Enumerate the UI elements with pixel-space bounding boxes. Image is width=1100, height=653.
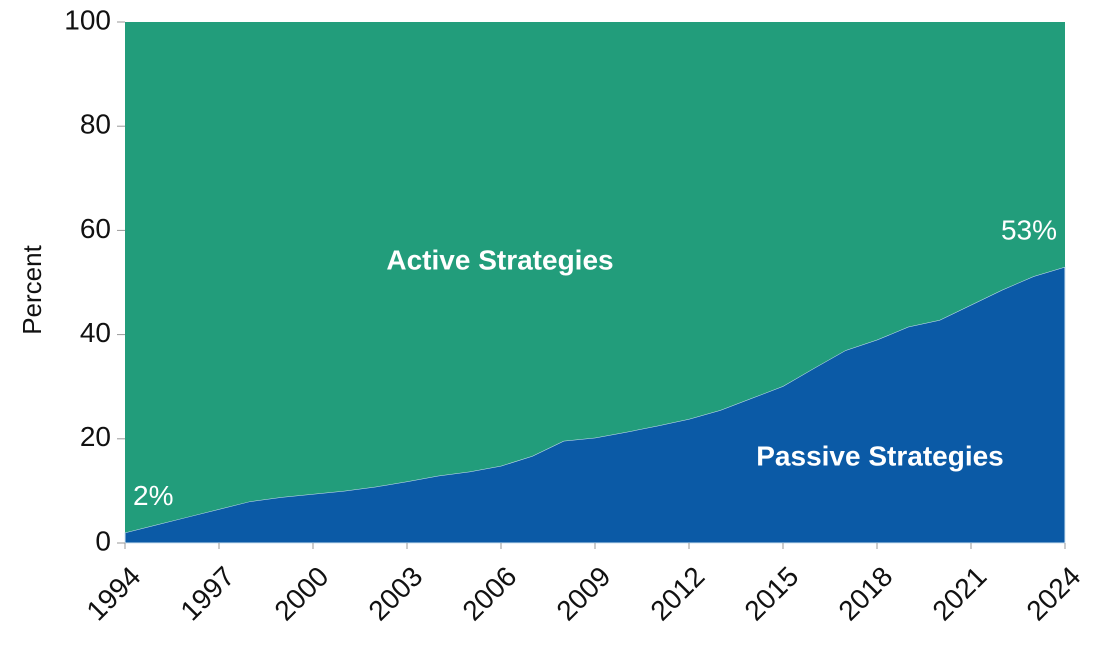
y-tick-label: 0 — [95, 525, 111, 556]
x-tick-label: 2009 — [550, 561, 616, 627]
x-tick-label: 2018 — [832, 561, 898, 627]
data-label: 53% — [1001, 214, 1057, 245]
x-tick-label: 2024 — [1020, 561, 1086, 627]
series-label: Passive Strategies — [756, 440, 1004, 471]
y-axis-label: Percent — [17, 244, 47, 334]
x-tick-label: 2000 — [268, 561, 334, 627]
y-tick-label: 20 — [80, 421, 111, 452]
x-tick-label: 2012 — [644, 561, 710, 627]
x-tick-label: 2021 — [926, 561, 992, 627]
x-tick-label: 1994 — [80, 561, 146, 627]
series-label: Active Strategies — [386, 244, 613, 275]
data-label: 2% — [133, 480, 173, 511]
x-tick-label: 2003 — [362, 561, 428, 627]
x-tick-label: 2006 — [456, 561, 522, 627]
y-tick-label: 100 — [64, 4, 111, 35]
y-tick-label: 40 — [80, 317, 111, 348]
y-tick-label: 60 — [80, 213, 111, 244]
x-tick-label: 1997 — [174, 561, 240, 627]
y-tick-label: 80 — [80, 109, 111, 140]
x-tick-label: 2015 — [738, 561, 804, 627]
area — [125, 22, 1065, 533]
